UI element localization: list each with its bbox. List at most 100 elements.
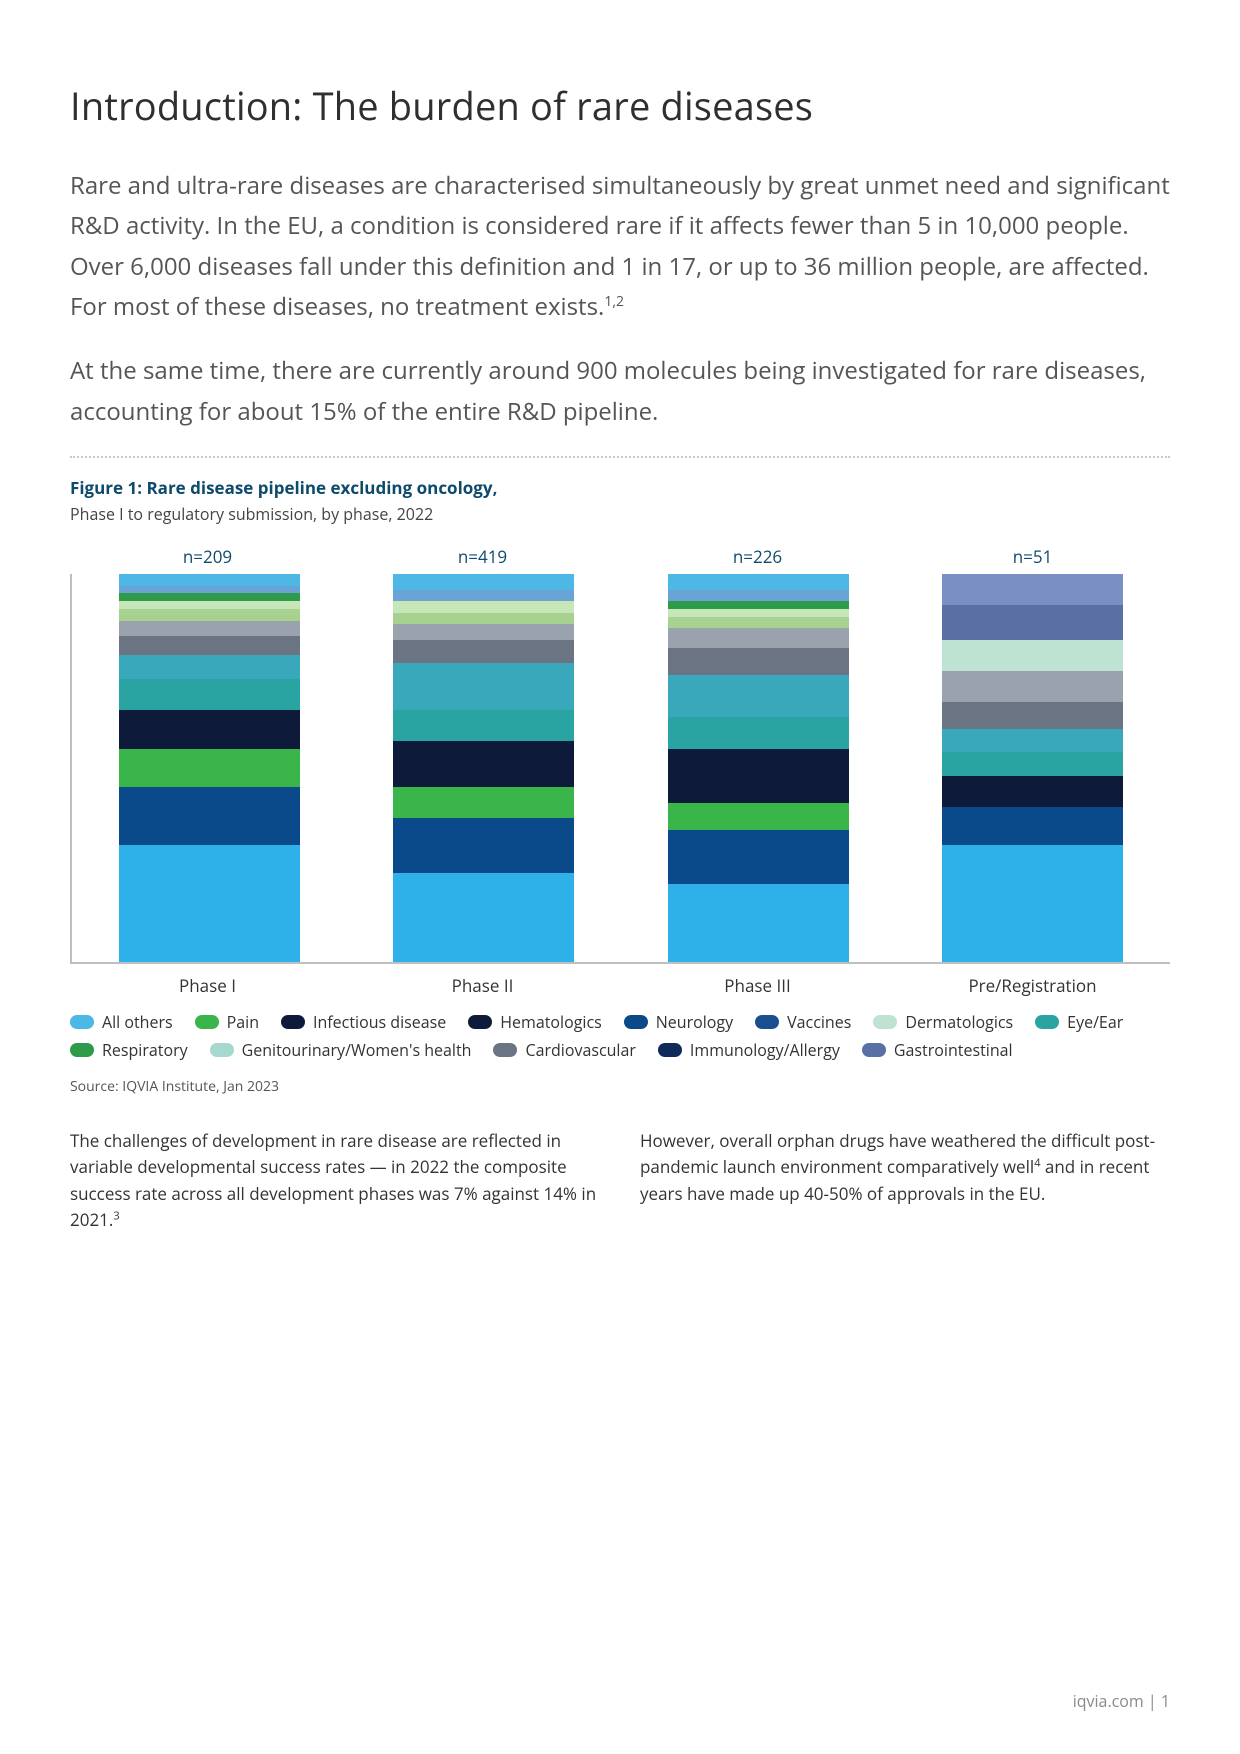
chart-bar-segment: [668, 590, 849, 602]
chart-bar-segment: [393, 601, 574, 613]
chart-bar-segment: [942, 845, 1123, 961]
divider: [70, 456, 1170, 458]
legend-label: Genitourinary/Women's health: [242, 1039, 472, 1061]
legend-item: Gastrointestinal: [862, 1039, 1013, 1061]
chart-n-label: n=209: [70, 545, 345, 568]
legend-swatch: [210, 1043, 234, 1057]
chart-bar-segment: [393, 741, 574, 788]
body-column-2: However, overall orphan drugs have weath…: [640, 1128, 1170, 1233]
legend-swatch: [281, 1015, 305, 1029]
chart-n-label: n=226: [620, 545, 895, 568]
chart-bar-segment: [393, 624, 574, 640]
legend-item: Eye/Ear: [1035, 1011, 1123, 1033]
legend-label: Cardiovascular: [525, 1039, 635, 1061]
legend-swatch: [624, 1015, 648, 1029]
chart-bar-segment: [668, 803, 849, 830]
chart-bar-segment: [942, 605, 1123, 640]
chart-bar-segment: [668, 609, 849, 617]
chart-bar-segment: [668, 601, 849, 609]
page-footer: iqvia.com | 1: [1073, 1690, 1170, 1712]
legend-item: Neurology: [624, 1011, 733, 1033]
intro-paragraph-2: At the same time, there are currently ar…: [70, 351, 1170, 432]
legend-item: Respiratory: [70, 1039, 188, 1061]
legend-swatch: [658, 1043, 682, 1057]
legend-item: Infectious disease: [281, 1011, 446, 1033]
chart-bar-segment: [942, 729, 1123, 752]
chart-bar-segment: [119, 710, 300, 749]
chart-bar-segment: [668, 574, 849, 590]
chart-bar-segment: [393, 640, 574, 663]
chart-bar-segment: [393, 574, 574, 590]
chart-bar-segment: [119, 593, 300, 601]
chart-bar-segment: [668, 675, 849, 694]
body-column-1-text: The challenges of development in rare di…: [70, 1129, 596, 1231]
chart-n-label: n=51: [895, 545, 1170, 568]
chart-bar-segment: [942, 752, 1123, 775]
legend-swatch: [1035, 1015, 1059, 1029]
chart-x-label: Phase III: [620, 974, 895, 997]
intro-paragraph-1-sup: 1,2: [604, 292, 624, 311]
chart-bar-segment: [393, 787, 574, 818]
legend-label: Hematologics: [500, 1011, 602, 1033]
chart-x-label: Phase I: [70, 974, 345, 997]
chart-bar-segment: [393, 590, 574, 602]
chart-bar: [72, 574, 347, 962]
chart-bar-segment: [119, 845, 300, 961]
chart-bar: [896, 574, 1171, 962]
legend-item: Hematologics: [468, 1011, 602, 1033]
chart-bar-segment: [119, 679, 300, 710]
chart-bar-segment: [119, 601, 300, 609]
chart-bar-segment: [393, 710, 574, 741]
chart-bar-segment: [119, 787, 300, 845]
body-column-1-sup: 3: [113, 1208, 119, 1223]
chart-bar-segment: [119, 655, 300, 678]
chart-bar-segment: [668, 694, 849, 717]
legend-label: Eye/Ear: [1067, 1011, 1123, 1033]
chart-bar-segment: [393, 818, 574, 872]
legend-item: Dermatologics: [873, 1011, 1013, 1033]
chart-bar-segment: [942, 776, 1123, 807]
legend-label: Dermatologics: [905, 1011, 1013, 1033]
chart-bar-segment: [668, 830, 849, 884]
legend-item: Cardiovascular: [493, 1039, 635, 1061]
legend-swatch: [70, 1015, 94, 1029]
legend-swatch: [70, 1043, 94, 1057]
legend-label: Immunology/Allergy: [690, 1039, 840, 1061]
page-title: Introduction: The burden of rare disease…: [70, 80, 1170, 132]
chart-bar-segment: [668, 884, 849, 962]
chart-bar-segment: [393, 663, 574, 682]
legend-swatch: [468, 1015, 492, 1029]
intro-paragraph-1: Rare and ultra-rare diseases are charact…: [70, 166, 1170, 327]
chart-bar-segment: [393, 683, 574, 710]
legend-item: Pain: [195, 1011, 259, 1033]
legend-item: Immunology/Allergy: [658, 1039, 840, 1061]
chart-bar-segment: [119, 586, 300, 594]
chart-bar-segment: [119, 749, 300, 788]
legend-label: Vaccines: [787, 1011, 851, 1033]
chart-bar-segment: [393, 873, 574, 962]
legend-swatch: [195, 1015, 219, 1029]
legend-item: Vaccines: [755, 1011, 851, 1033]
legend-label: Neurology: [656, 1011, 733, 1033]
chart-bar-segment: [119, 574, 300, 586]
chart-n-label: n=419: [345, 545, 620, 568]
chart-bar-segment: [119, 636, 300, 655]
chart-bar: [347, 574, 622, 962]
figure-chart: n=209n=419n=226n=51 Phase IPhase IIPhase…: [70, 545, 1170, 1061]
chart-bar-segment: [668, 617, 849, 629]
legend-item: Genitourinary/Women's health: [210, 1039, 472, 1061]
legend-label: Pain: [227, 1011, 259, 1033]
chart-x-label: Pre/Registration: [895, 974, 1170, 997]
chart-bar-segment: [668, 717, 849, 748]
chart-bar-segment: [668, 648, 849, 675]
legend-label: Infectious disease: [313, 1011, 446, 1033]
figure-source: Source: IQVIA Institute, Jan 2023: [70, 1077, 1170, 1096]
chart-bar-segment: [942, 574, 1123, 605]
chart-bar: [621, 574, 896, 962]
chart-bar-segment: [942, 807, 1123, 846]
figure-title: Figure 1: Rare disease pipeline excludin…: [70, 476, 1170, 499]
legend-swatch: [873, 1015, 897, 1029]
chart-bar-segment: [668, 749, 849, 803]
body-column-1: The challenges of development in rare di…: [70, 1128, 600, 1233]
legend-swatch: [755, 1015, 779, 1029]
